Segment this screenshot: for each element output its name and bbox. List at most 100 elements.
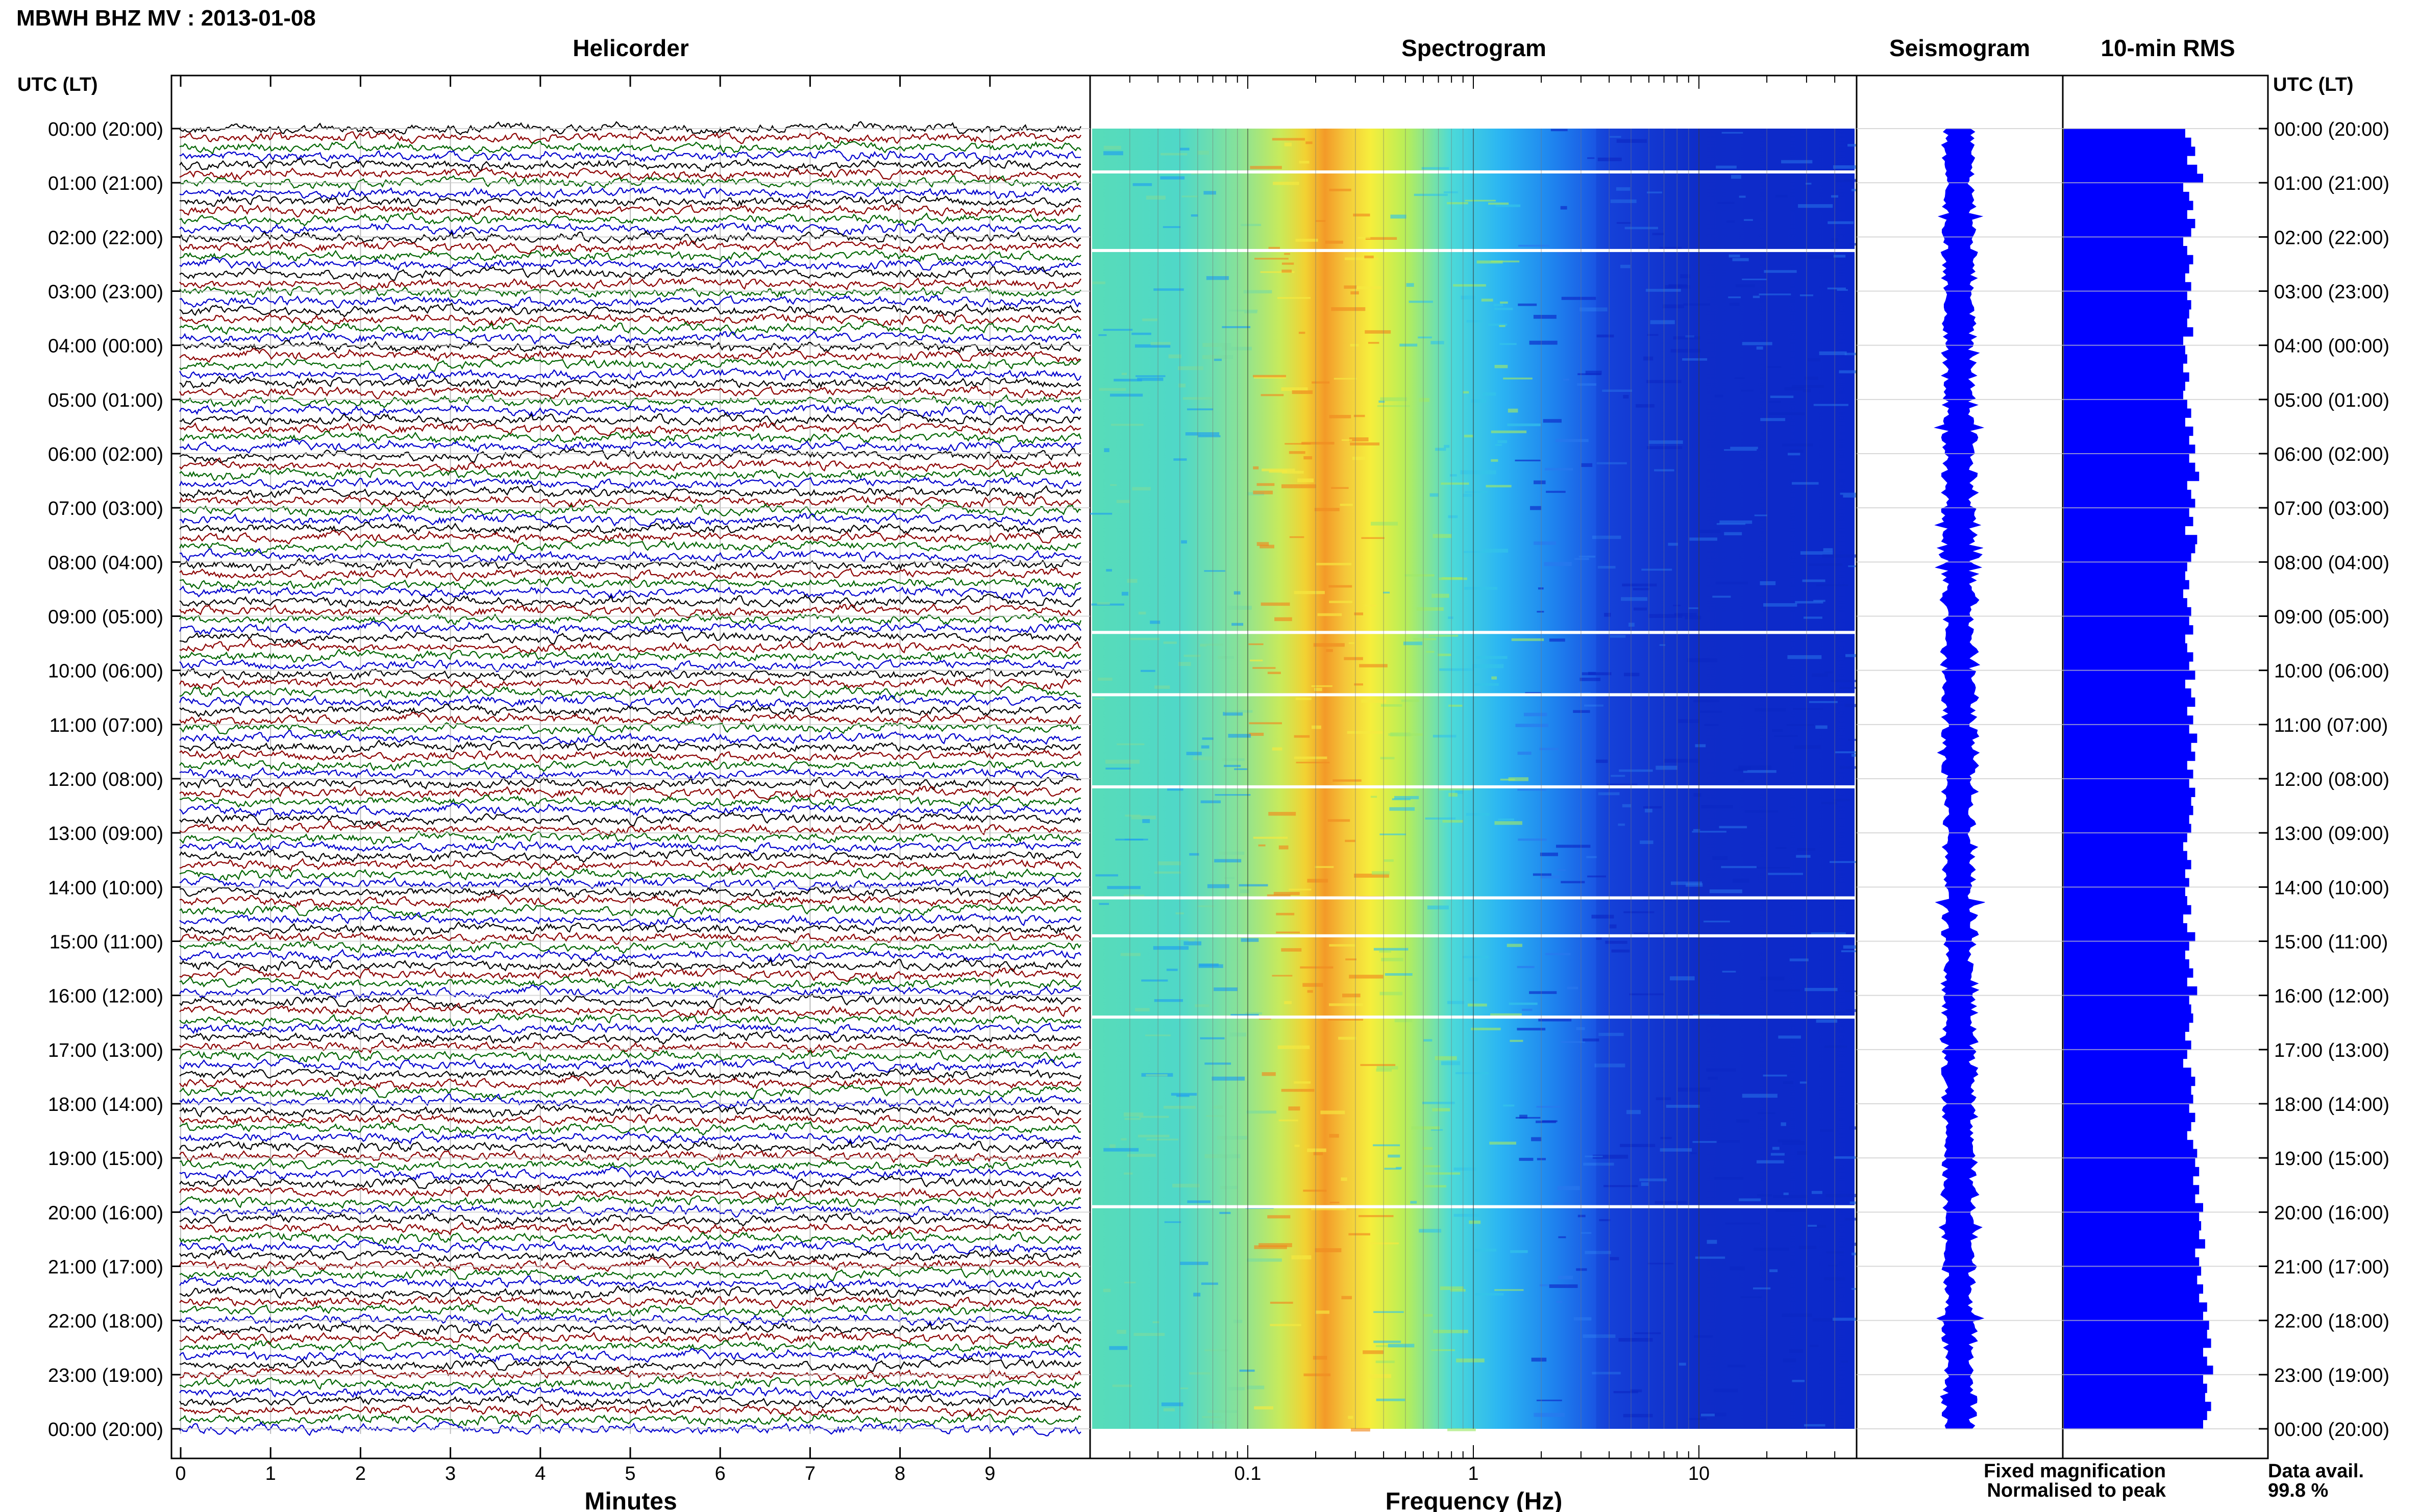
spectrogram-streak [1447, 1428, 1476, 1431]
spectrogram-streak [1379, 833, 1406, 835]
rms-bar [2064, 417, 2185, 427]
spectrogram-streak [1557, 869, 1566, 871]
rms-panel [2062, 75, 2269, 1459]
spectrogram-streak [1163, 1408, 1175, 1411]
spectrogram-streak [1092, 281, 1105, 284]
rms-title: 10-min RMS [2101, 35, 2235, 61]
spectrogram-streak [1828, 221, 1854, 225]
rms-bar [2064, 733, 2198, 743]
helicorder-trace [179, 1302, 1081, 1318]
spectrogram-streak [1378, 400, 1385, 403]
spectrogram-streak [1730, 447, 1758, 450]
spectrogram-streak [1774, 735, 1798, 737]
helicorder-trace [179, 902, 1081, 919]
helicorder-trace [179, 593, 1081, 609]
spectrogram-streak [1370, 796, 1377, 798]
helicorder-trace [179, 1130, 1081, 1145]
spectrogram-streak [1193, 756, 1213, 760]
spectrogram-streak [1616, 139, 1647, 143]
spectrogram-streak [1121, 591, 1128, 596]
spectrogram-streak [1756, 1160, 1784, 1163]
spectrogram-streak [1284, 142, 1292, 146]
spectrogram-streak [1348, 1233, 1370, 1235]
rms-bar [2064, 1194, 2195, 1204]
helicorder-trace [179, 921, 1081, 936]
helicorder-trace [179, 503, 1081, 518]
hour-label-left: 07:00 (03:00) [48, 498, 163, 519]
spectrogram-streak [1329, 944, 1355, 947]
rms-bar [2064, 390, 2183, 400]
spectrogram-streak [1123, 895, 1145, 898]
spectrogram-streak [1247, 1258, 1282, 1262]
spectrogram-streak [1531, 1357, 1547, 1362]
spectrogram-streak [1536, 1399, 1562, 1401]
rms-bar [2064, 923, 2187, 933]
spectrogram-streak [1187, 1200, 1211, 1203]
spectrogram-streak [1683, 303, 1711, 306]
rms-bar [2064, 146, 2195, 156]
spectrogram-streak [1508, 408, 1518, 413]
spectrogram-streak [1296, 761, 1330, 763]
helicorder-trace [179, 1275, 1081, 1292]
spectrogram-streak [1770, 1153, 1785, 1156]
rms-bar [2064, 1040, 2191, 1050]
helicorder-trace [179, 1121, 1081, 1136]
spectrogram-streak [1585, 370, 1602, 375]
spectrogram-streak [1721, 866, 1757, 869]
spectrogram-streak [1561, 881, 1585, 883]
spectrogram-streak [1544, 562, 1572, 566]
rms-bar [2064, 760, 2187, 770]
spectrogram-streak [1163, 226, 1181, 228]
spectrogram-streak [1641, 1182, 1649, 1186]
spectrogram-streak [1277, 1045, 1310, 1049]
spectrogram-streak [1555, 439, 1589, 442]
rms-bar [2064, 1239, 2205, 1249]
rms-bar [2064, 742, 2191, 752]
spectrogram-streak [1810, 1345, 1819, 1347]
spectrogram-streak [1495, 444, 1502, 446]
data-availability-label: Data avail. [2268, 1460, 2364, 1482]
hour-label-left: 01:00 (21:00) [48, 173, 163, 194]
spectrogram-streak [1260, 544, 1274, 549]
spectrogram-streak [1384, 859, 1394, 862]
helicorder-trace [179, 1084, 1081, 1100]
spectrogram-streak [1584, 704, 1603, 707]
spectrogram-streak [1093, 698, 1105, 700]
spectrogram-streak [1163, 641, 1177, 644]
spectrogram-streak [1239, 884, 1268, 887]
spectrogram-streak [1533, 873, 1552, 876]
spectrogram-streak [1517, 1028, 1546, 1031]
spectrogram-streak [1840, 766, 1858, 769]
helicorder-trace [179, 476, 1081, 490]
rms-bar [2064, 986, 2198, 996]
spectrogram-streak [1586, 856, 1597, 858]
spectrogram-streak [1388, 1344, 1415, 1348]
rms-bar [2064, 625, 2193, 635]
spectrogram-streak [1738, 765, 1771, 770]
spectrogram-streak [1249, 722, 1282, 725]
rms-bar [2064, 462, 2195, 472]
spectrogram-streak [1464, 434, 1473, 438]
spectrogram-streak [1222, 346, 1252, 351]
spectrogram-streak [1295, 238, 1318, 242]
spectrogram-streak [1455, 1072, 1489, 1074]
spectrogram-streak [1433, 734, 1457, 738]
spectrogram-streak [1365, 237, 1397, 240]
spectrogram-streak [1587, 157, 1595, 159]
spectrogram-streak [1557, 252, 1563, 256]
spectrogram-streak [1483, 392, 1496, 396]
helicorder-trace [179, 1403, 1081, 1418]
spectrogram-streak [1361, 537, 1385, 539]
spectrogram-streak [1700, 710, 1722, 713]
hour-label-right: 03:00 (23:00) [2274, 282, 2389, 303]
spectrogram-streak [1193, 1293, 1201, 1297]
spectrogram-streak [1808, 358, 1820, 362]
spectrogram-streak [1281, 470, 1304, 474]
helicorder-trace [179, 939, 1081, 954]
spectrogram-streak [1097, 677, 1113, 681]
spectrogram-streak [1591, 914, 1614, 919]
spectrogram-streak [1411, 1126, 1440, 1130]
helicorder-trace [179, 330, 1081, 345]
spectrogram-streak [1472, 664, 1504, 668]
rms-bar [2064, 679, 2185, 689]
